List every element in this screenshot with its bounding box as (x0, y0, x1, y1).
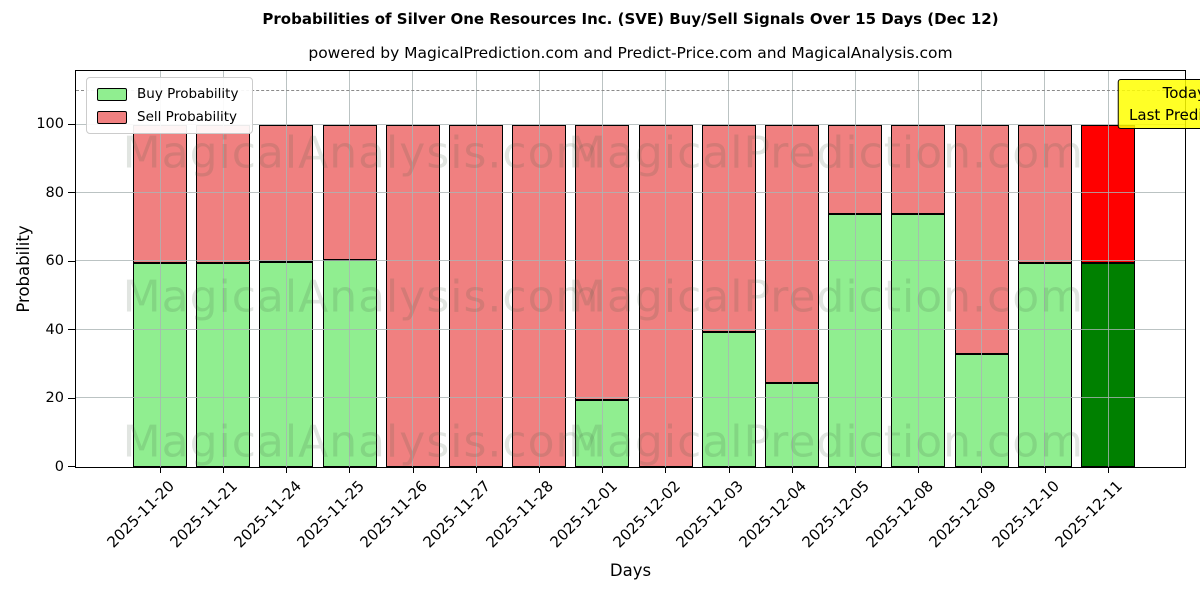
gridline-h-60 (76, 260, 1185, 262)
watermark-text: MagicalPrediction.com (568, 271, 1084, 323)
x-axis-label: Days (609, 561, 652, 580)
gridline-v-2025-11-25 (349, 71, 351, 467)
gridline-v-2025-11-26 (412, 71, 414, 467)
legend-label: Buy Probability (137, 86, 239, 102)
y-tick-mark-60 (68, 260, 75, 262)
x-tick-label-2025-12-02: 2025-12-02 (609, 477, 684, 552)
gridline-h-40 (76, 328, 1185, 330)
y-tick-mark-20 (68, 397, 75, 399)
x-tick-mark-2025-12-05 (854, 468, 857, 473)
gridline-v-2025-11-24 (285, 71, 287, 467)
watermark-text: MagicalAnalysis.com (122, 416, 600, 468)
x-tick-label-2025-12-05: 2025-12-05 (798, 477, 874, 552)
x-tick-mark-2025-11-25 (349, 468, 351, 473)
x-tick-label-2025-12-04: 2025-12-04 (735, 477, 811, 552)
annotation-line-last-prediction: Last Prediction (1129, 106, 1200, 124)
today-annotation: Today Last Prediction (1118, 79, 1200, 129)
x-tick-mark-2025-12-03 (728, 468, 730, 473)
y-tick-mark-100 (68, 123, 75, 125)
watermark-text: MagicalAnalysis.com (122, 271, 600, 323)
gridline-v-2025-11-28 (538, 71, 540, 467)
legend-entry-sell: Sell Probability (97, 109, 238, 125)
x-tick-mark-2025-12-09 (981, 468, 983, 473)
gridline-v-2025-12-01 (601, 71, 603, 467)
plot-area: Buy Probability Sell Probability Today La… (75, 70, 1200, 468)
x-tick-label-2025-11-24: 2025-11-24 (230, 477, 305, 552)
x-tick-mark-2025-12-04 (791, 468, 793, 473)
chart-subtitle: powered by MagicalPrediction.com and Pre… (308, 44, 953, 62)
y-tick-label-60: 60 (45, 253, 64, 270)
x-tick-mark-2025-11-28 (538, 468, 541, 473)
x-tick-label-2025-12-09: 2025-12-09 (925, 477, 1000, 552)
gridline-v-2025-12-08 (917, 71, 919, 467)
x-tick-label-2025-11-20: 2025-11-20 (103, 477, 179, 552)
watermark-text: MagicalAnalysis.com (122, 127, 600, 179)
gridline-v-2025-12-11 (1107, 71, 1109, 467)
x-tick-mark-2025-11-24 (286, 468, 288, 473)
x-tick-mark-2025-12-08 (918, 468, 920, 473)
x-tick-mark-2025-11-21 (222, 468, 225, 473)
x-tick-mark-2025-12-11 (1107, 468, 1109, 473)
x-tick-mark-2025-12-02 (665, 468, 667, 473)
x-tick-label-2025-11-25: 2025-11-25 (293, 477, 368, 552)
x-tick-label-2025-12-10: 2025-12-10 (988, 477, 1063, 552)
x-tick-mark-2025-11-26 (412, 468, 414, 473)
gridline-v-2025-11-20 (159, 71, 161, 467)
gridline-h-80 (76, 192, 1185, 194)
gridline-v-2025-12-05 (854, 71, 856, 467)
legend: Buy Probability Sell Probability (86, 77, 254, 134)
sell-swatch-icon (97, 110, 127, 124)
x-tick-label-2025-11-28: 2025-11-28 (482, 477, 558, 552)
gridline-v-2025-12-03 (728, 71, 730, 467)
x-tick-label-2025-11-21: 2025-11-21 (166, 477, 242, 552)
x-tick-label-2025-12-11: 2025-12-11 (1051, 477, 1127, 552)
y-tick-mark-0 (68, 466, 75, 468)
x-tick-label-2025-12-08: 2025-12-08 (862, 477, 937, 552)
y-tick-label-80: 80 (45, 184, 64, 201)
y-tick-mark-40 (68, 329, 75, 331)
y-tick-label-40: 40 (45, 321, 64, 338)
chart-title: Probabilities of Silver One Resources In… (262, 10, 999, 28)
legend-label: Sell Probability (137, 109, 238, 125)
gridline-v-2025-12-02 (665, 71, 667, 467)
gridline-v-2025-12-09 (981, 71, 983, 467)
gridline-v-2025-12-04 (791, 71, 793, 467)
gridline-h-20 (76, 397, 1185, 399)
y-tick-label-100: 100 (36, 116, 64, 133)
watermark-text: MagicalPrediction.com (568, 416, 1084, 468)
x-tick-label-2025-12-03: 2025-12-03 (672, 477, 747, 552)
x-tick-label-2025-12-01: 2025-12-01 (546, 477, 621, 552)
x-tick-label-2025-11-27: 2025-11-27 (419, 477, 495, 552)
x-tick-mark-2025-12-01 (602, 468, 604, 473)
y-tick-label-0: 0 (54, 458, 64, 475)
x-tick-label-2025-11-26: 2025-11-26 (356, 477, 431, 552)
x-tick-mark-2025-12-10 (1044, 468, 1046, 473)
threshold-dashed-line (76, 89, 1185, 91)
watermark-text: MagicalPrediction.com (568, 127, 1084, 179)
annotation-line-today: Today (1162, 84, 1200, 102)
x-tick-mark-2025-11-20 (159, 468, 161, 473)
y-tick-mark-80 (68, 192, 75, 194)
y-tick-label-20: 20 (45, 390, 64, 407)
gridline-h-100 (76, 123, 1185, 125)
legend-entry-buy: Buy Probability (97, 86, 238, 102)
x-tick-mark-2025-11-27 (475, 468, 477, 473)
gridline-v-2025-12-10 (1044, 71, 1046, 467)
gridline-v-2025-11-27 (475, 71, 477, 467)
buy-swatch-icon (97, 87, 127, 101)
gridline-v-2025-11-21 (222, 71, 224, 467)
